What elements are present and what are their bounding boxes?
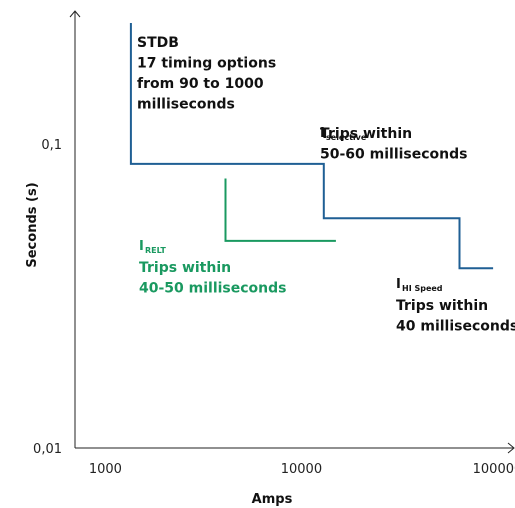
annotation-subscript: selective: [326, 133, 367, 142]
annotation-symbol: I: [320, 126, 325, 141]
series-line-1: [224, 178, 336, 242]
annotation-symbol: I: [396, 277, 401, 292]
x-axis-arrow: [507, 442, 515, 454]
y-tick-label-0: 0,1: [41, 138, 62, 153]
annotation-irelt: I RELT Trips within 40-50 milliseconds: [139, 239, 287, 297]
annotation-line-1: 17 timing options: [137, 56, 276, 72]
annotation-line-3: milliseconds: [137, 97, 235, 113]
annotation-line-1: 40-50 milliseconds: [139, 281, 287, 297]
annotation-line-1: 50-60 milliseconds: [320, 147, 468, 163]
axes: [69, 10, 515, 454]
annotation-subscript: HI Speed: [402, 284, 443, 293]
annotation-line-2: from 90 to 1000: [137, 76, 264, 92]
y-axis-title: Seconds (s): [25, 182, 40, 267]
annotation-ihispeed: I HI Speed Trips within 40 milliseconds: [396, 277, 515, 335]
annotation-line-0: STDB: [137, 35, 179, 51]
x-tick-label-0: 1000: [89, 462, 122, 477]
x-tick-label-1: 10000: [281, 462, 322, 477]
annotation-line-1: 40 milliseconds: [396, 319, 515, 335]
x-axis-title: Amps: [252, 492, 293, 507]
annotation-symbol: I: [139, 239, 144, 254]
y-tick-label-1: 0,01: [33, 442, 62, 457]
annotations-group: STDB 17 timing options from 90 to 1000 mill…: [137, 35, 515, 335]
series-group: [129, 23, 494, 270]
annotation-line-0: Trips within: [396, 298, 488, 314]
annotation-subscript: RELT: [145, 246, 166, 255]
annotation-line-0: Trips within: [320, 126, 412, 142]
y-axis-arrow: [69, 10, 81, 18]
annotation-line-0: Trips within: [139, 260, 231, 276]
series-line-0: [129, 23, 494, 270]
annotation-stdb: STDB 17 timing options from 90 to 1000 mill…: [137, 35, 276, 113]
